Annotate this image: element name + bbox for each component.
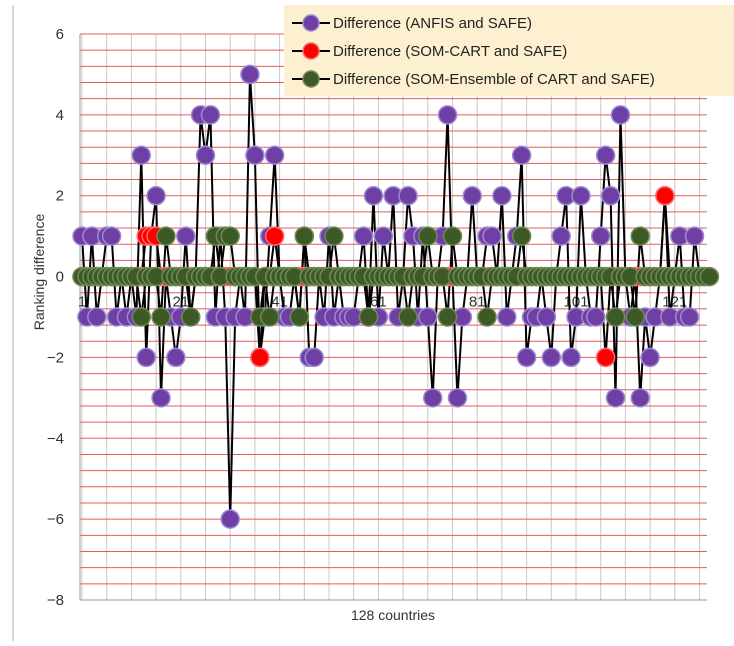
series-layer (72, 64, 720, 529)
legend-label: Difference (SOM-Ensemble of CART and SAF… (333, 71, 655, 88)
data-point (200, 105, 221, 125)
data-point (131, 307, 152, 327)
data-point (180, 307, 201, 327)
data-point (442, 226, 463, 246)
data-point (398, 307, 418, 327)
data-point (324, 226, 344, 246)
data-point (131, 145, 152, 166)
data-point (240, 64, 260, 85)
data-point (294, 226, 315, 246)
data-point (87, 307, 107, 327)
data-point (511, 226, 532, 246)
data-point (630, 226, 650, 246)
x-tick-label: 1 (78, 294, 86, 311)
data-point (595, 145, 616, 166)
data-point (492, 185, 512, 206)
legend-box (284, 5, 734, 96)
y-tick-label: 6 (56, 26, 64, 43)
data-point (605, 307, 626, 327)
y-tick-label: −8 (47, 592, 64, 609)
data-point (437, 307, 458, 327)
data-point (595, 347, 616, 368)
data-point (684, 226, 705, 246)
data-point (590, 226, 611, 246)
y-tick-label: −6 (47, 511, 64, 528)
data-point (571, 185, 591, 206)
data-point (679, 307, 700, 327)
y-tick-label: −2 (47, 349, 64, 366)
y-tick-label: 0 (56, 269, 64, 286)
data-point (358, 307, 379, 327)
data-point (195, 145, 216, 166)
data-point (605, 388, 626, 408)
data-point (220, 509, 240, 529)
data-point (363, 185, 384, 206)
data-point (101, 226, 122, 246)
x-axis-title: 128 countries (351, 607, 435, 623)
data-point (630, 388, 650, 408)
data-point (699, 266, 720, 287)
data-point (151, 388, 171, 408)
y-tick-label: 4 (56, 107, 64, 124)
data-point (136, 347, 156, 368)
y-tick-labels: 6 4 2 0 −2 −4 −6 −8 (47, 26, 64, 609)
data-point (353, 226, 374, 246)
legend-label: Difference (ANFIS and SAFE) (333, 15, 532, 32)
data-point (586, 307, 606, 327)
legend-label: Difference (SOM-CART and SAFE) (333, 43, 567, 60)
data-point (289, 307, 310, 327)
data-point (536, 307, 557, 327)
legend-marker (302, 14, 320, 32)
data-point (418, 226, 438, 246)
y-tick-label: 2 (56, 188, 64, 205)
data-point (511, 145, 532, 166)
data-point (264, 226, 285, 246)
data-point (447, 388, 468, 408)
data-point (422, 388, 443, 408)
data-point (655, 185, 675, 206)
data-point (640, 347, 660, 368)
y-tick-label: −4 (47, 430, 64, 447)
legend-marker (302, 42, 320, 60)
data-point (304, 347, 324, 368)
y-axis-title: Ranking difference (31, 214, 47, 331)
data-point (625, 307, 646, 327)
data-point (561, 347, 581, 368)
data-point (146, 185, 166, 206)
data-point (220, 226, 240, 246)
data-point (259, 307, 280, 327)
data-point (166, 347, 186, 368)
data-point (156, 226, 176, 246)
data-point (541, 347, 562, 368)
data-point (175, 226, 196, 246)
data-point (482, 226, 502, 246)
data-point (551, 226, 571, 246)
data-point (600, 185, 621, 206)
data-point (497, 307, 517, 327)
data-point (151, 307, 171, 327)
data-point (264, 145, 285, 166)
data-point (398, 185, 418, 206)
data-point (245, 145, 265, 166)
data-point (516, 347, 537, 368)
data-point (437, 105, 458, 125)
data-point (477, 307, 497, 327)
x-tick-label: 81 (469, 294, 486, 311)
data-point (418, 307, 438, 327)
legend-marker (302, 70, 320, 88)
data-point (250, 347, 270, 368)
series-markers-3 (72, 226, 720, 327)
data-point (610, 105, 631, 125)
data-point (462, 185, 483, 206)
legend: Difference (ANFIS and SAFE) Difference (S… (284, 5, 734, 96)
data-point (373, 226, 394, 246)
